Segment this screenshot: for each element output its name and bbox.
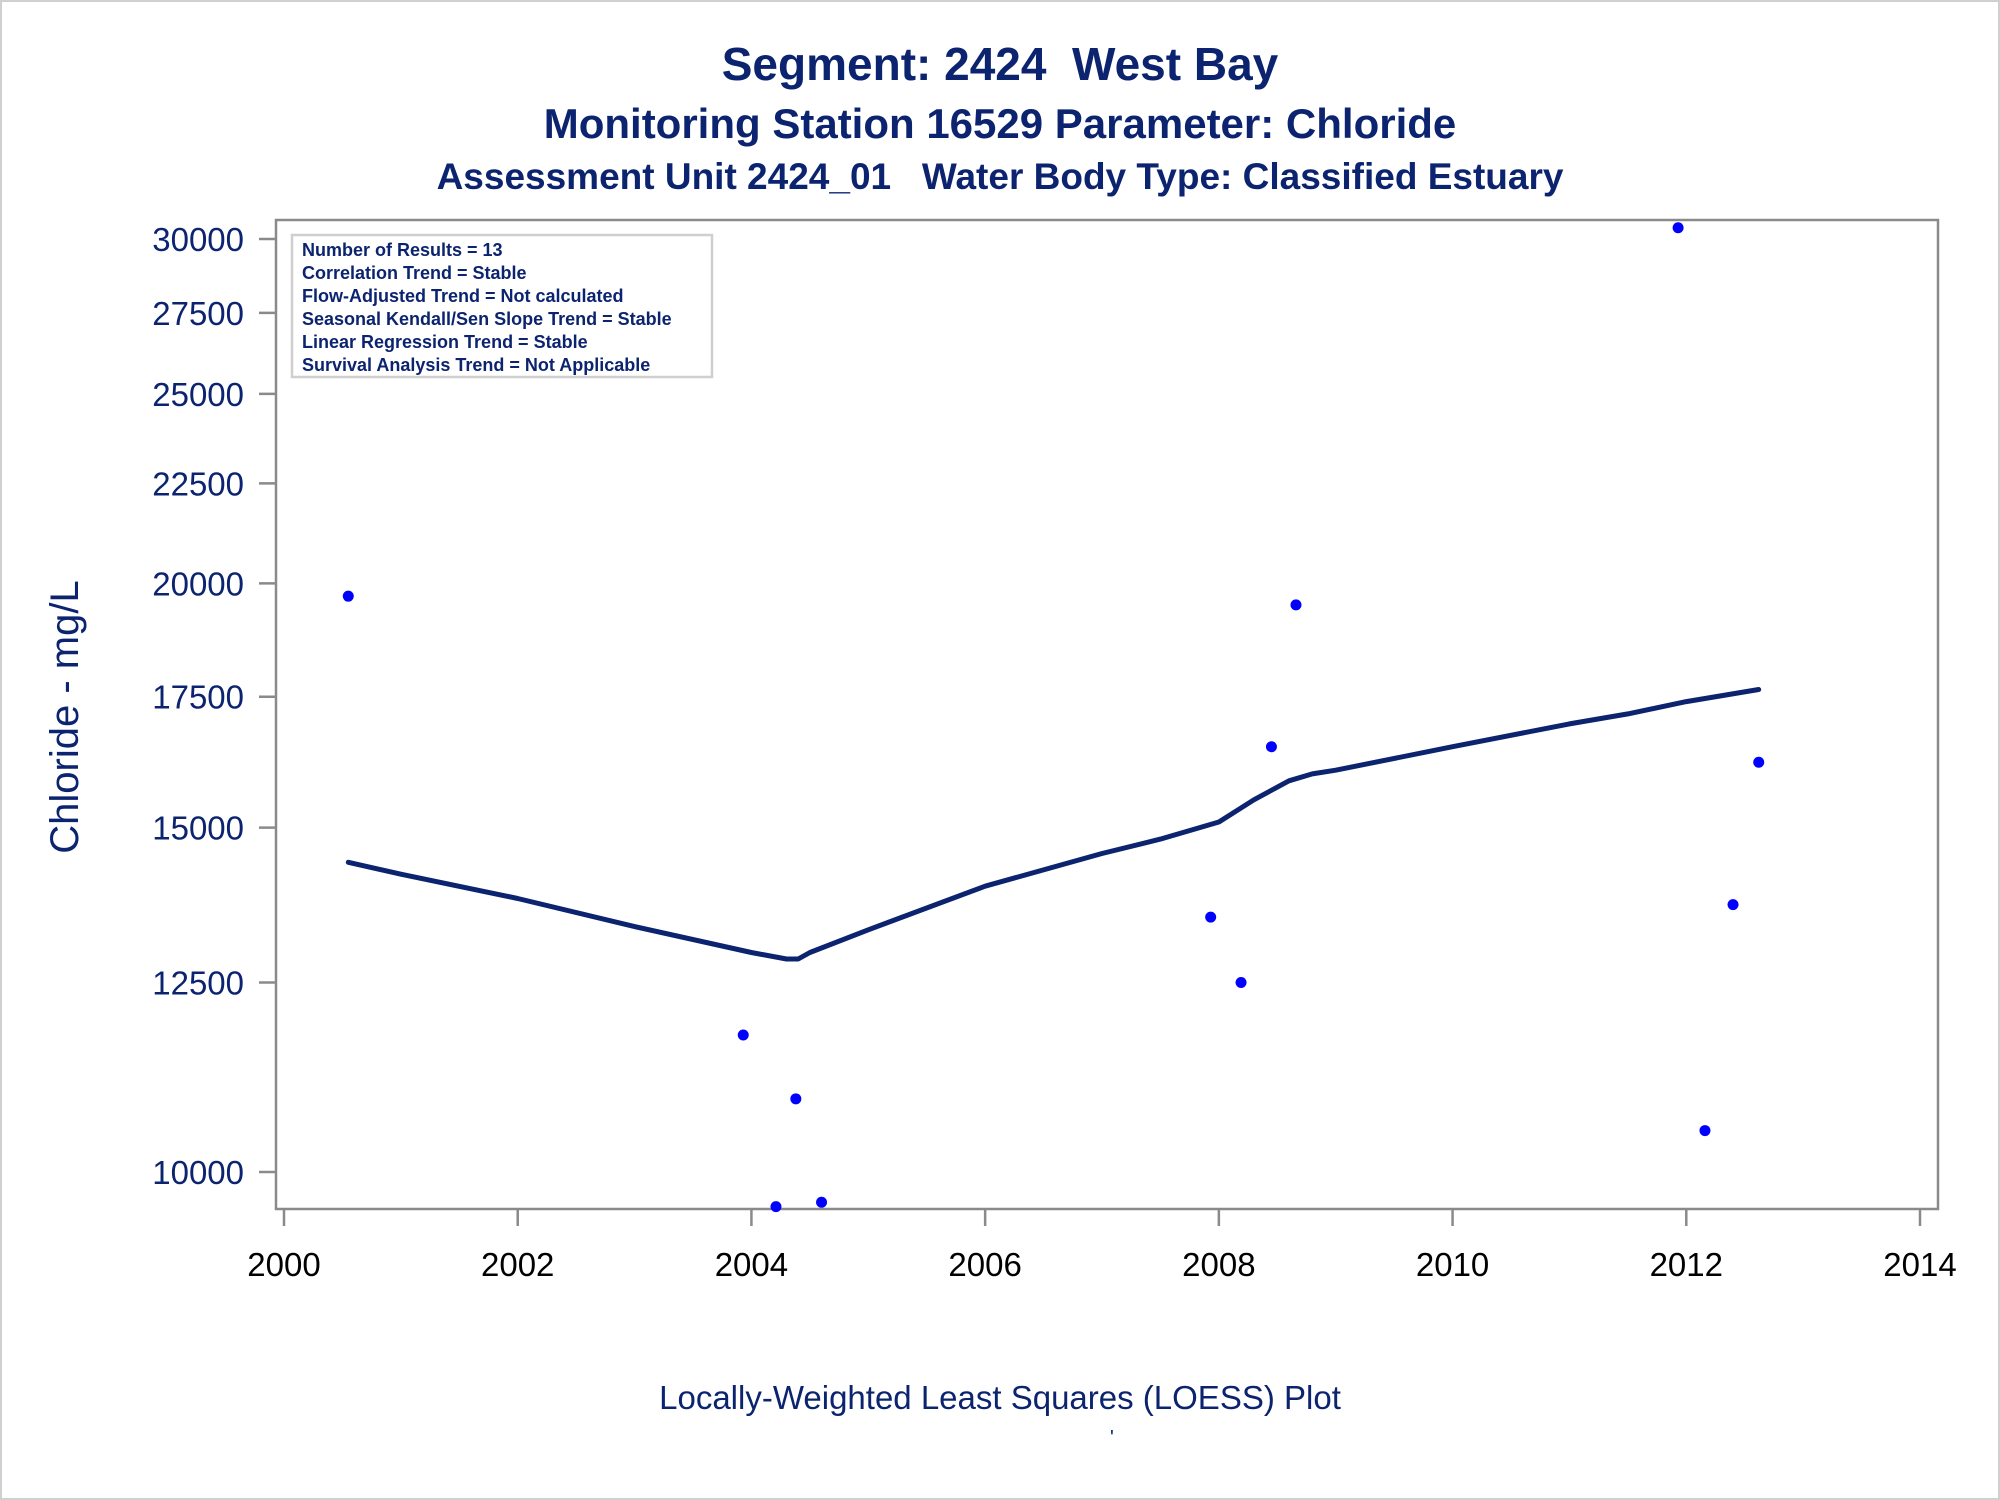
x-tick-label: 2006 (948, 1246, 1021, 1283)
x-tick-label: 2000 (247, 1246, 320, 1283)
footnote: Locally-Weighted Least Squares (LOESS) P… (659, 1379, 1341, 1416)
x-tick-label: 2012 (1650, 1246, 1723, 1283)
stats-line: Seasonal Kendall/Sen Slope Trend = Stabl… (302, 309, 672, 329)
data-point (1290, 599, 1302, 611)
data-point (816, 1196, 828, 1208)
x-tick-label: 2010 (1416, 1246, 1489, 1283)
y-tick-label: 20000 (152, 565, 244, 602)
y-tick-label: 22500 (152, 465, 244, 502)
loess-line (345, 687, 1762, 962)
y-tick-label: 27500 (152, 295, 244, 332)
data-point (770, 1201, 782, 1213)
chart-title: Segment: 2424 West Bay (721, 38, 1279, 90)
data-point (342, 590, 354, 602)
x-tick-label: 2004 (715, 1246, 788, 1283)
data-point (1205, 911, 1217, 923)
chart-subtitle-station: Monitoring Station 16529 Parameter: Chlo… (543, 100, 1457, 147)
stats-line: Flow-Adjusted Trend = Not calculated (302, 286, 624, 306)
footnote-mark: ' (1110, 1427, 1114, 1449)
y-axis-label: Chloride - mg/L (43, 580, 87, 853)
data-points-layer (342, 222, 1765, 1213)
stats-line: Survival Analysis Trend = Not Applicable (302, 355, 650, 375)
y-tick-label: 15000 (152, 810, 244, 847)
data-point (1235, 976, 1247, 988)
data-point (737, 1029, 749, 1041)
loess-line-layer (345, 687, 1762, 962)
stats-box-border (290, 233, 714, 379)
y-tick-label: 25000 (152, 376, 244, 413)
y-tick-label: 17500 (152, 679, 244, 716)
data-point (790, 1093, 802, 1105)
plot-area-border (274, 218, 1940, 1211)
x-tick-label: 2002 (481, 1246, 554, 1283)
data-point (1753, 756, 1765, 768)
chart-subtitle-assessment-unit: Assessment Unit 2424_01 Water Body Type:… (436, 156, 1564, 197)
stats-line: Number of Results = 13 (302, 240, 503, 260)
data-point (1672, 222, 1684, 234)
data-point (1265, 741, 1277, 753)
data-point (1699, 1125, 1711, 1137)
x-tick-label: 2014 (1883, 1246, 1956, 1283)
y-tick-label: 30000 (152, 221, 244, 258)
y-tick-label: 10000 (152, 1154, 244, 1191)
x-tick-label: 2008 (1182, 1246, 1255, 1283)
axes-layer: 10000 12500 15000 17500 20000 22500 25000 27500… (152, 218, 1957, 1283)
stats-line: Linear Regression Trend = Stable (302, 332, 588, 352)
stats-line: Correlation Trend = Stable (302, 263, 527, 283)
stats-box: Number of Results = 13 Correlation Trend … (290, 233, 714, 379)
data-point (1727, 899, 1739, 911)
y-tick-label: 12500 (152, 964, 244, 1001)
